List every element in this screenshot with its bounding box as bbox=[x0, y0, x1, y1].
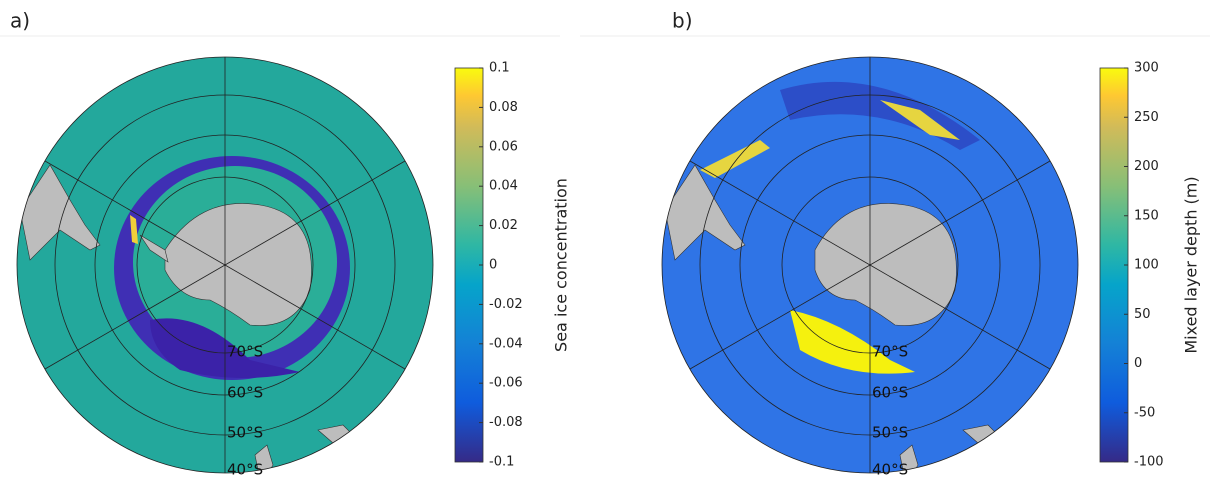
colorbar-tick-label: -0.08 bbox=[489, 415, 523, 430]
latitude-label: 60°S bbox=[227, 384, 263, 402]
colorbar-tick-label: -0.02 bbox=[489, 297, 523, 312]
colorbar-tick-label: 200 bbox=[1134, 159, 1159, 174]
latitude-label: 60°S bbox=[872, 384, 908, 402]
colorbar-label: Mixed layer depth (m) bbox=[1182, 176, 1201, 353]
colorbar bbox=[454, 67, 484, 463]
colorbar-tick-label: 0.04 bbox=[489, 179, 518, 194]
colorbar-tick-label: 0 bbox=[1134, 356, 1142, 371]
colorbar-tick-label: 150 bbox=[1134, 208, 1159, 223]
colorbar-tick-label: 50 bbox=[1134, 307, 1151, 322]
latitude-label: 40°S bbox=[227, 461, 263, 479]
colorbar-tick-label: 100 bbox=[1134, 258, 1159, 273]
colorbar-tick-label: 300 bbox=[1134, 61, 1159, 76]
panel-label: b) bbox=[672, 9, 693, 33]
latitude-label: 50°S bbox=[227, 424, 263, 442]
latitude-label: 50°S bbox=[872, 424, 908, 442]
colorbar-tick-label: 0.1 bbox=[489, 61, 510, 76]
panel-label: a) bbox=[10, 9, 30, 33]
colorbar-tick-label: 0.06 bbox=[489, 139, 518, 154]
colorbar-tick-label: 0.08 bbox=[489, 100, 518, 115]
graticule-b bbox=[661, 56, 1079, 474]
colorbar-tick-label: 250 bbox=[1134, 110, 1159, 125]
colorbar-tick-label: -0.06 bbox=[489, 376, 523, 391]
colorbar bbox=[1099, 67, 1129, 463]
colorbar-tick-label: 0 bbox=[489, 258, 497, 273]
colorbar-tick-label: 0.02 bbox=[489, 218, 518, 233]
graticule-a bbox=[16, 56, 434, 474]
latitude-label: 70°S bbox=[227, 343, 263, 361]
latitude-label: 40°S bbox=[872, 461, 908, 479]
colorbar-tick-label: -0.1 bbox=[489, 455, 514, 470]
colorbar-tick-label: -100 bbox=[1134, 455, 1164, 470]
latitude-label: 70°S bbox=[872, 343, 908, 361]
colorbar-tick-label: -0.04 bbox=[489, 336, 523, 351]
colorbar-tick-label: -50 bbox=[1134, 405, 1155, 420]
colorbar-label: Sea ice concentration bbox=[552, 178, 571, 352]
